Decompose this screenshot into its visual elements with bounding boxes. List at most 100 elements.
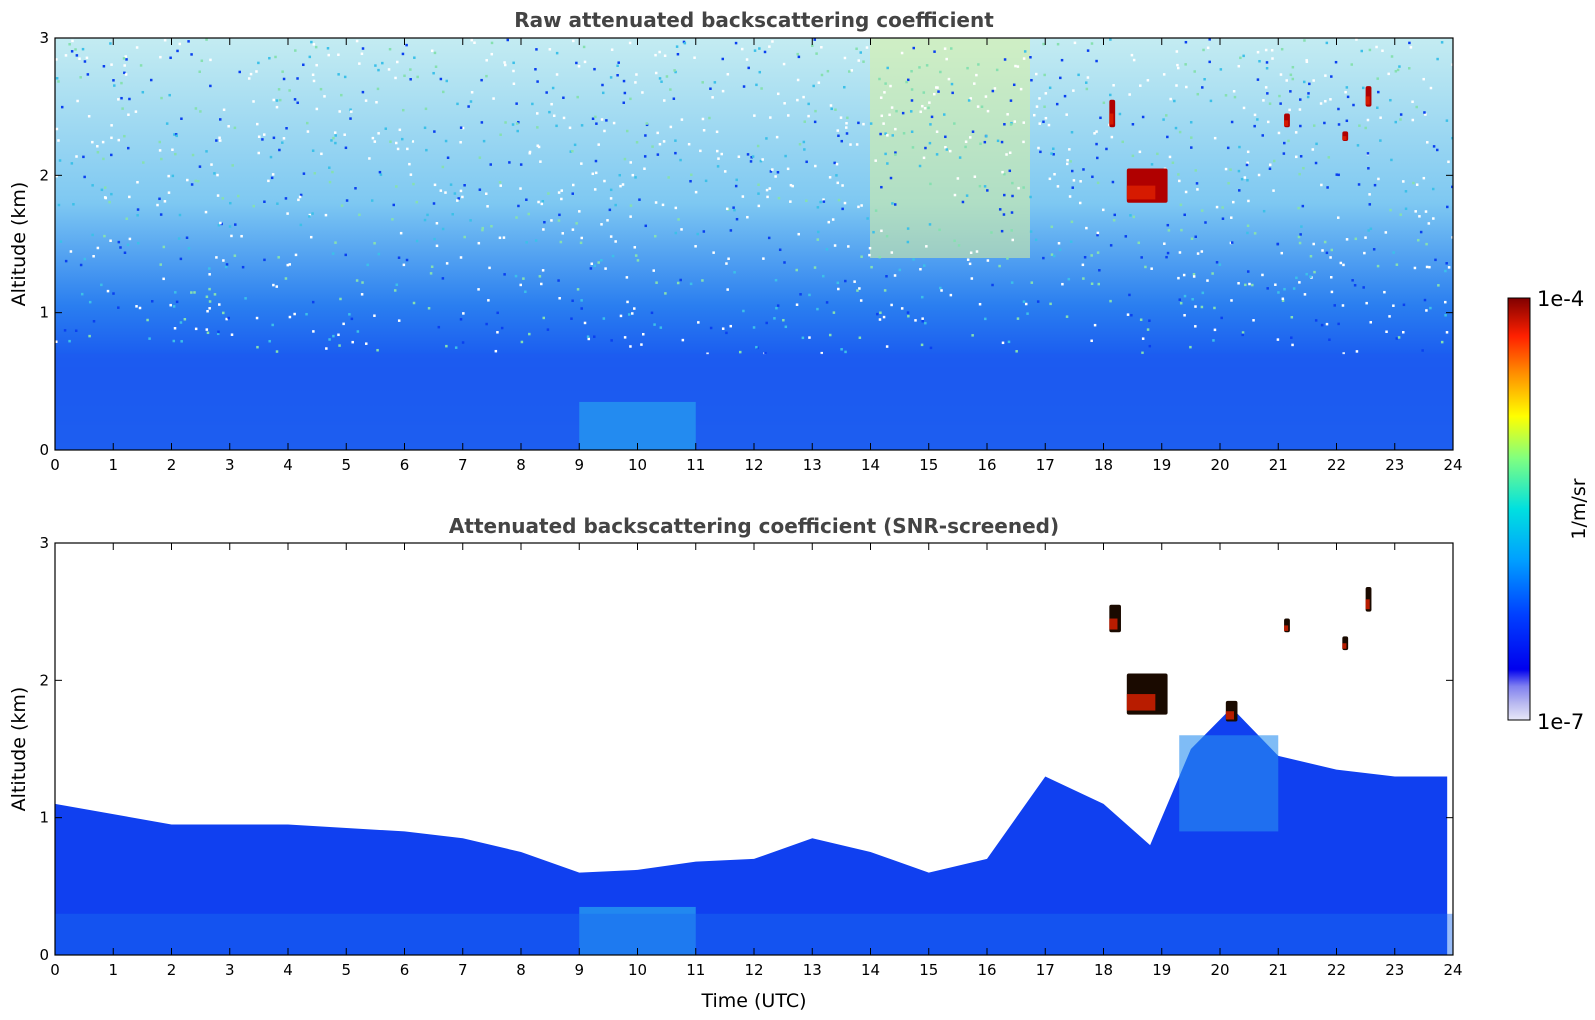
noise-speck — [889, 176, 893, 180]
noise-speck — [172, 339, 176, 343]
noise-speck — [1078, 201, 1082, 205]
noise-speck — [512, 61, 515, 65]
noise-speck — [57, 139, 60, 142]
noise-speck — [1440, 41, 1444, 44]
noise-speck — [134, 110, 138, 113]
noise-speck — [1314, 319, 1318, 322]
noise-speck — [103, 186, 107, 189]
noise-speck — [332, 334, 335, 338]
noise-speck — [560, 197, 563, 201]
noise-speck — [1283, 141, 1286, 145]
noise-speck — [437, 325, 441, 329]
noise-speck — [1048, 86, 1052, 90]
noise-speck — [190, 291, 193, 294]
noise-speck — [351, 340, 354, 344]
noise-speck — [947, 77, 951, 81]
noise-speck — [459, 141, 462, 144]
noise-speck — [1065, 113, 1068, 116]
noise-speck — [536, 112, 539, 115]
noise-speck — [813, 120, 817, 124]
noise-speck — [791, 184, 794, 188]
noise-speck — [1069, 240, 1073, 243]
noise-speck — [1305, 59, 1308, 62]
noise-speck — [969, 251, 973, 255]
noise-speck — [272, 98, 275, 102]
noise-speck — [205, 150, 208, 153]
x-tick-label: 19 — [1152, 961, 1171, 979]
noise-speck — [769, 170, 773, 173]
noise-speck — [1246, 179, 1249, 182]
bottom-x-axis-label: Time (UTC) — [700, 990, 806, 1012]
noise-speck — [555, 73, 559, 76]
noise-speck — [609, 235, 613, 238]
noise-speck — [1444, 269, 1447, 273]
noise-speck — [68, 43, 71, 46]
noise-speck — [983, 185, 987, 188]
noise-speck — [272, 283, 275, 287]
noise-speck — [439, 77, 443, 81]
noise-speck — [820, 351, 824, 355]
noise-speck — [463, 184, 466, 187]
noise-speck — [1195, 182, 1199, 185]
noise-speck — [737, 155, 741, 159]
noise-speck — [929, 182, 932, 186]
noise-speck — [583, 321, 587, 325]
noise-speck — [749, 160, 753, 163]
noise-speck — [96, 246, 100, 250]
noise-speck — [1085, 226, 1088, 230]
noise-speck — [1279, 102, 1282, 105]
noise-speck — [1298, 281, 1301, 284]
noise-speck — [402, 108, 405, 112]
noise-speck — [757, 204, 761, 208]
noise-speck — [1146, 328, 1150, 331]
noise-speck — [694, 190, 698, 194]
noise-speck — [1200, 305, 1204, 309]
noise-speck — [765, 321, 768, 325]
noise-speck — [124, 73, 128, 76]
noise-speck — [512, 82, 516, 86]
noise-speck — [1039, 150, 1042, 154]
noise-speck — [629, 161, 632, 164]
noise-speck — [208, 287, 211, 291]
noise-speck — [1230, 241, 1234, 244]
noise-speck — [833, 244, 837, 247]
x-tick-label: 23 — [1385, 961, 1404, 979]
noise-speck — [886, 134, 889, 137]
noise-speck — [396, 147, 400, 151]
noise-speck — [113, 84, 116, 87]
noise-speck — [895, 109, 898, 113]
noise-speck — [1003, 172, 1006, 176]
noise-speck — [595, 122, 598, 125]
noise-speck — [76, 99, 79, 103]
noise-speck — [822, 274, 825, 278]
noise-speck — [1312, 242, 1315, 246]
noise-speck — [1044, 116, 1048, 120]
noise-speck — [334, 141, 337, 145]
noise-speck — [1227, 181, 1230, 185]
noise-speck — [557, 191, 561, 194]
noise-speck — [1365, 301, 1368, 305]
noise-speck — [1445, 119, 1449, 122]
noise-speck — [919, 110, 922, 114]
noise-speck — [593, 188, 597, 191]
noise-speck — [1415, 105, 1418, 109]
noise-speck — [326, 47, 330, 50]
noise-speck — [1130, 313, 1133, 317]
noise-speck — [1345, 119, 1349, 123]
noise-speck — [1003, 123, 1006, 126]
noise-speck — [802, 140, 806, 144]
noise-speck — [517, 120, 520, 124]
noise-speck — [1337, 173, 1340, 177]
noise-speck — [1173, 99, 1176, 103]
noise-speck — [1397, 336, 1401, 339]
noise-speck — [344, 253, 347, 257]
noise-speck — [898, 268, 902, 272]
noise-speck — [360, 293, 364, 296]
noise-speck — [395, 141, 398, 145]
noise-speck — [120, 96, 123, 100]
noise-speck — [943, 113, 946, 116]
noise-speck — [1261, 273, 1264, 277]
noise-speck — [1109, 93, 1112, 97]
noise-speck — [368, 157, 371, 160]
noise-speck — [713, 81, 717, 84]
